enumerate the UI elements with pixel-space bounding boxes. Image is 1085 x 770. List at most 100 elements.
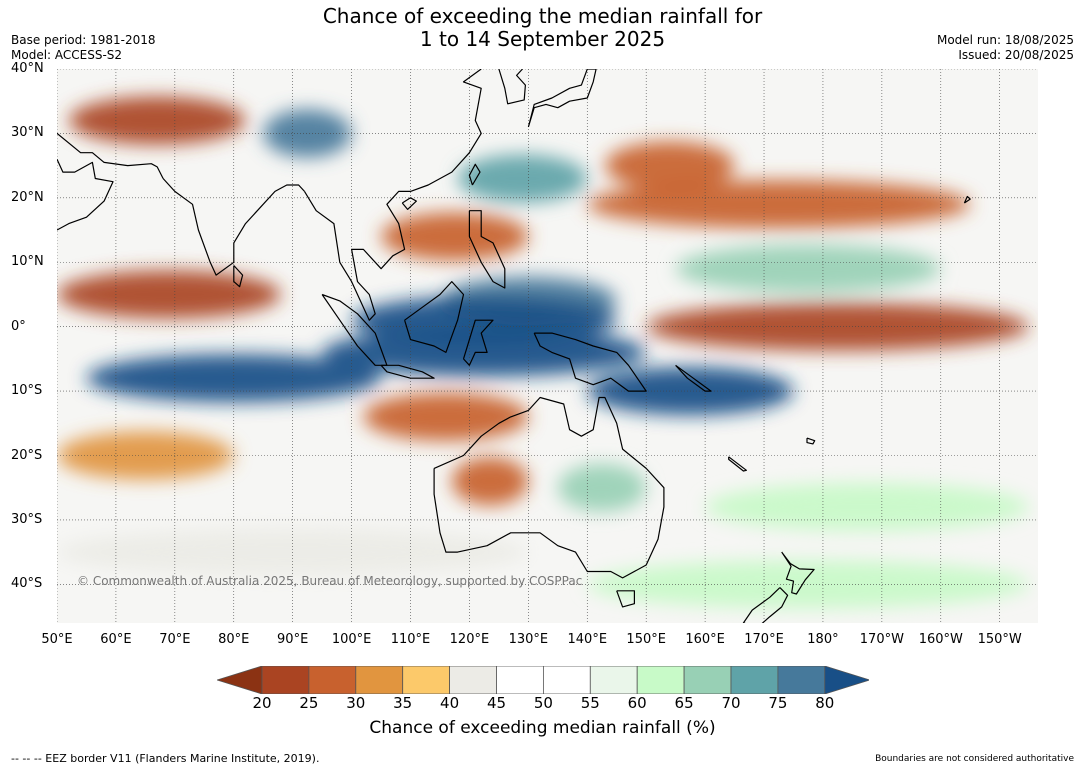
eez-border-note: -- -- -- EEZ border V11 (Flanders Marine… (11, 752, 320, 765)
colorbar-segment (636, 666, 685, 694)
colorbar-tick-label: 80 (815, 694, 835, 712)
model-run-text: Model run: 18/08/2025 (936, 33, 1074, 47)
probability-band-16 (451, 457, 529, 506)
colorbar-tick-label: 70 (721, 694, 741, 712)
colorbar-segment (824, 666, 869, 694)
coastline-korea (498, 69, 526, 105)
coastline-india (162, 178, 305, 276)
colorbar-tick-label: 65 (674, 694, 694, 712)
colorbar-segment (402, 666, 450, 694)
probability-band-2 (604, 141, 735, 190)
colorbar-segment (730, 666, 779, 694)
map-canvas (57, 69, 1038, 623)
coastline-new-zealand-north (781, 551, 815, 595)
latitude-label: 20°N (11, 189, 44, 205)
coastline-hawaii (963, 195, 971, 204)
coastline-australia (433, 396, 665, 579)
coastline-philippines (468, 210, 506, 289)
latitude-label: 40°N (11, 61, 44, 76)
colorbar-segment (308, 666, 357, 694)
graticule (57, 69, 1038, 623)
probability-band-5 (381, 212, 529, 261)
latitude-label: 30°S (11, 511, 43, 527)
coastline-taiwan (468, 163, 481, 186)
longitude-label: 60°E (100, 632, 132, 647)
longitude-label: 160°W (918, 632, 963, 647)
colorbar-segment (589, 666, 638, 694)
colorbar-segment (683, 666, 732, 694)
probability-band-7 (57, 270, 281, 319)
coastline-sri-lanka (233, 265, 244, 288)
colorbar-segment (449, 666, 497, 694)
probability-band-15 (57, 431, 234, 480)
colorbar-tick-label: 40 (440, 694, 460, 712)
colorbar-tick-label: 60 (627, 694, 647, 712)
probability-band-3 (457, 154, 588, 203)
longitude-label: 170°W (859, 632, 904, 647)
coastline-japan (527, 69, 597, 128)
longitude-label: 180° (807, 632, 839, 647)
copyright-notice: © Commonwealth of Australia 2025, Bureau… (77, 574, 583, 588)
colorbar-tick-label: 45 (486, 694, 507, 712)
probability-band-14 (363, 392, 529, 441)
issued-text: Issued: 20/08/2025 (958, 48, 1074, 62)
longitude-label: 130°E (508, 632, 549, 647)
latitude-label: 0° (11, 318, 26, 334)
coastline-borneo (404, 281, 465, 353)
longitude-label: 150°W (977, 632, 1022, 647)
colorbar-segment (542, 666, 591, 694)
boundary-disclaimer: Boundaries are not considered authoritat… (875, 754, 1074, 764)
coastline-solomon (675, 364, 712, 392)
base-period-text: Base period: 1981-2018 (11, 33, 156, 47)
probability-band-4 (587, 180, 971, 229)
colorbar-segment (355, 666, 404, 694)
probability-band-17 (557, 463, 647, 512)
probability-field (57, 96, 1030, 609)
colorbar-segment (496, 666, 544, 694)
rainfall-probability-map[interactable]: © Commonwealth of Australia 2025, Bureau… (57, 69, 1038, 623)
longitude-label: 170°E (744, 632, 784, 647)
longitude-label: 150°E (626, 632, 666, 647)
longitude-label: 80°E (218, 632, 250, 647)
longitude-label: 160°E (685, 632, 725, 647)
longitude-label: 70°E (159, 632, 191, 647)
longitude-label: 50°E (41, 632, 73, 647)
longitude-label: 140°E (567, 632, 608, 647)
probability-band-18 (705, 483, 1030, 532)
colorbar (217, 666, 869, 694)
colorbar-tick-label: 75 (768, 694, 788, 712)
latitude-label: 40°S (11, 576, 43, 592)
latitude-label: 10°S (11, 383, 43, 399)
longitude-label: 120°E (449, 632, 490, 647)
coastline-new-caledonia (728, 456, 748, 472)
map-title-line-2: 1 to 14 September 2025 (419, 27, 666, 51)
coastline-fiji (806, 437, 816, 445)
colorbar-label: Chance of exceeding median rainfall (%) (369, 718, 716, 738)
colorbar-tick-label: 25 (299, 694, 319, 712)
map-title-line-1: Chance of exceeding the median rainfall … (322, 4, 763, 28)
latitude-label: 10°N (11, 254, 44, 270)
colorbar-segment (261, 666, 310, 694)
coastline-sulawesi (462, 319, 494, 366)
colorbar-segment (777, 666, 826, 694)
coastline-hainan (401, 197, 417, 210)
probability-band-6 (675, 244, 941, 293)
probability-band-20 (587, 560, 1030, 609)
colorbar-segment (217, 666, 263, 694)
colorbar-tick-label: 50 (533, 694, 553, 712)
colorbar-tick-label: 35 (393, 694, 413, 712)
longitude-label: 90°E (277, 632, 309, 647)
colorbar-tick-label: 30 (346, 694, 366, 712)
coastline-new-guinea (533, 332, 647, 392)
model-text: Model: ACCESS-S2 (11, 48, 123, 62)
latitude-label: 20°S (11, 447, 43, 463)
coastline-tasmania (616, 590, 636, 608)
coastline-persia (57, 132, 164, 179)
probability-band-1 (263, 109, 352, 158)
coastlines (57, 69, 971, 623)
coastline-java (380, 364, 435, 379)
latitude-label: 30°N (11, 125, 44, 141)
colorbar-tick-label: 55 (580, 694, 600, 712)
probability-band-0 (68, 96, 246, 145)
coastline-indochina (303, 69, 482, 321)
